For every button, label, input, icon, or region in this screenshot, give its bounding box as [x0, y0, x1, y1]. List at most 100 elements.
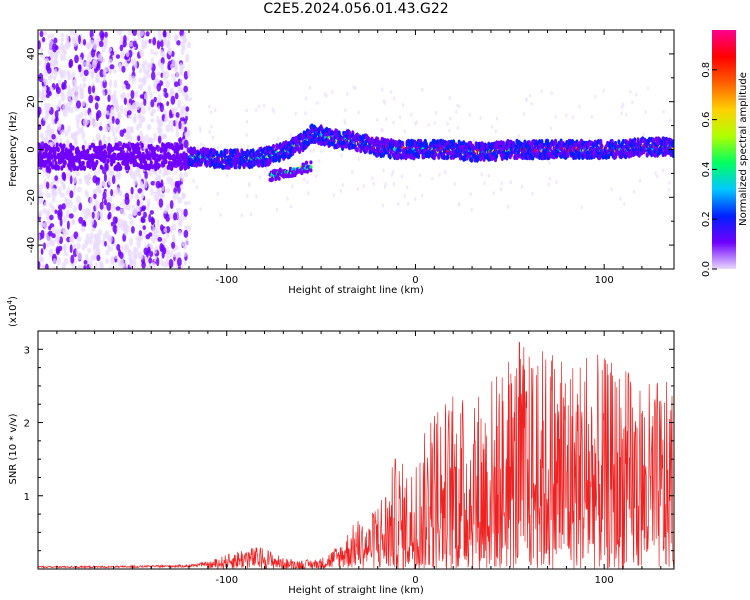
spectrogram-cell: [50, 58, 56, 67]
spectrogram-cell: [245, 108, 248, 113]
spectrogram-cell: [130, 126, 134, 134]
spectrogram-cell: [53, 76, 57, 81]
spectrogram-cell: [55, 142, 59, 148]
spectrogram-cell: [135, 236, 141, 241]
spectrogram-cell: [456, 125, 459, 130]
spectrogram-cell: [141, 107, 146, 115]
spectrogram-cell: [43, 201, 48, 207]
spectrogram-cell: [174, 244, 179, 251]
spectrogram-cell: [105, 249, 110, 256]
spectrogram-cell: [73, 258, 78, 264]
spectrogram-cell: [500, 181, 503, 186]
spectrogram-cell: [118, 62, 123, 73]
spectrogram-cell: [103, 68, 107, 76]
spectrogram-cell: [371, 176, 374, 181]
spectrogram-cell: [117, 114, 122, 120]
colorbar-gradient: [712, 30, 736, 269]
spectrogram-cell: [115, 54, 121, 59]
spectrogram-cell: [46, 62, 51, 69]
spectrogram-cell: [433, 121, 436, 126]
spectrogram-cell: [94, 199, 100, 208]
spectrogram-cell: [143, 98, 147, 106]
spectrogram-cell: [70, 132, 74, 139]
spectrogram-cell: [382, 168, 385, 173]
spectrogram-cell: [304, 111, 307, 116]
spectrogram-cell: [111, 124, 115, 134]
spectrogram-cell: [139, 101, 144, 109]
spectrogram-cell: [38, 212, 42, 218]
spectrogram-cell: [137, 250, 143, 260]
spectrogram-cell: [242, 163, 246, 170]
spectrogram-cell: [219, 212, 222, 217]
spectrogram-cell: [136, 123, 140, 131]
spectrogram-cell: [355, 147, 359, 153]
spectrogram-cell: [184, 53, 190, 63]
spectrogram-cell: [120, 50, 126, 60]
spectrogram-cell: [40, 229, 45, 240]
spectrogram-cell: [189, 96, 193, 101]
spectrogram-cell: [180, 208, 184, 215]
spectrogram-cell: [48, 39, 54, 49]
spectrogram-cell: [128, 170, 133, 177]
spectrogram-cell: [68, 199, 73, 209]
spectrogram-cell: [38, 232, 41, 242]
spectrogram-cell: [94, 102, 99, 110]
spectrogram-cell: [107, 94, 111, 102]
spectrogram-cell: [448, 96, 451, 100]
spectrogram-cell: [88, 260, 94, 269]
spectrogram-cell: [188, 200, 191, 205]
spectrogram-cell: [159, 146, 163, 152]
spectrogram-cell: [469, 192, 472, 197]
spectrogram-cell: [38, 106, 42, 116]
spectrogram-cell: [133, 112, 137, 122]
spectrogram-cell: [276, 207, 279, 212]
spectrogram-cell: [136, 142, 140, 148]
spectrogram-cell: [406, 201, 410, 206]
spectrogram-cell: [128, 237, 134, 247]
spectrogram-cell: [210, 124, 213, 129]
spectrogram-cell: [174, 182, 180, 189]
spectrogram-cell: [121, 262, 127, 269]
spectrogram-x-tick-label: -100: [215, 275, 238, 286]
spectrogram-cell: [108, 119, 113, 127]
spectrogram-cell: [124, 58, 128, 68]
spectrogram-cell: [96, 109, 102, 119]
spectrogram-cell: [39, 191, 44, 198]
spectrogram-cell: [185, 95, 190, 101]
spectrogram-cell: [277, 176, 281, 181]
spectrogram-cell: [56, 165, 61, 171]
spectrogram-cell: [41, 85, 47, 93]
spectrogram-cell: [96, 254, 101, 262]
spectrogram-cell: [186, 41, 192, 49]
spectrogram-cell: [307, 191, 310, 196]
spectrogram-cell: [97, 166, 101, 175]
spectrogram-cell: [668, 134, 671, 139]
spectrogram-cell: [65, 190, 69, 196]
spectrogram-cell: [54, 68, 58, 78]
spectrogram-cell: [132, 250, 137, 259]
spectrogram-cell: [63, 79, 67, 86]
spectrogram-cell: [75, 100, 82, 109]
spectrogram-cell: [124, 243, 128, 254]
spectrogram-cell: [98, 40, 104, 48]
spectrogram-cell: [487, 173, 491, 178]
spectrogram-cell: [144, 170, 148, 180]
spectrogram-cell: [341, 183, 344, 187]
spectrogram-cell: [62, 215, 67, 223]
spectrogram-cell: [75, 90, 80, 96]
spectrogram-cell: [140, 191, 145, 199]
spectrogram-cell: [427, 122, 430, 127]
spectrogram-cell: [390, 173, 394, 177]
spectrogram-cell: [357, 157, 360, 162]
spectrogram-cell: [175, 191, 179, 200]
spectrogram-cell: [517, 134, 520, 138]
spectrogram-cell: [110, 50, 115, 56]
spectrogram-cell: [153, 101, 157, 108]
spectrogram-cell: [110, 221, 114, 227]
spectrogram-cell: [246, 144, 250, 149]
spectrogram-cell: [67, 124, 71, 133]
spectrogram-cell: [620, 111, 623, 116]
spectrogram-cell: [45, 109, 50, 118]
spectrogram-cell: [162, 71, 167, 81]
